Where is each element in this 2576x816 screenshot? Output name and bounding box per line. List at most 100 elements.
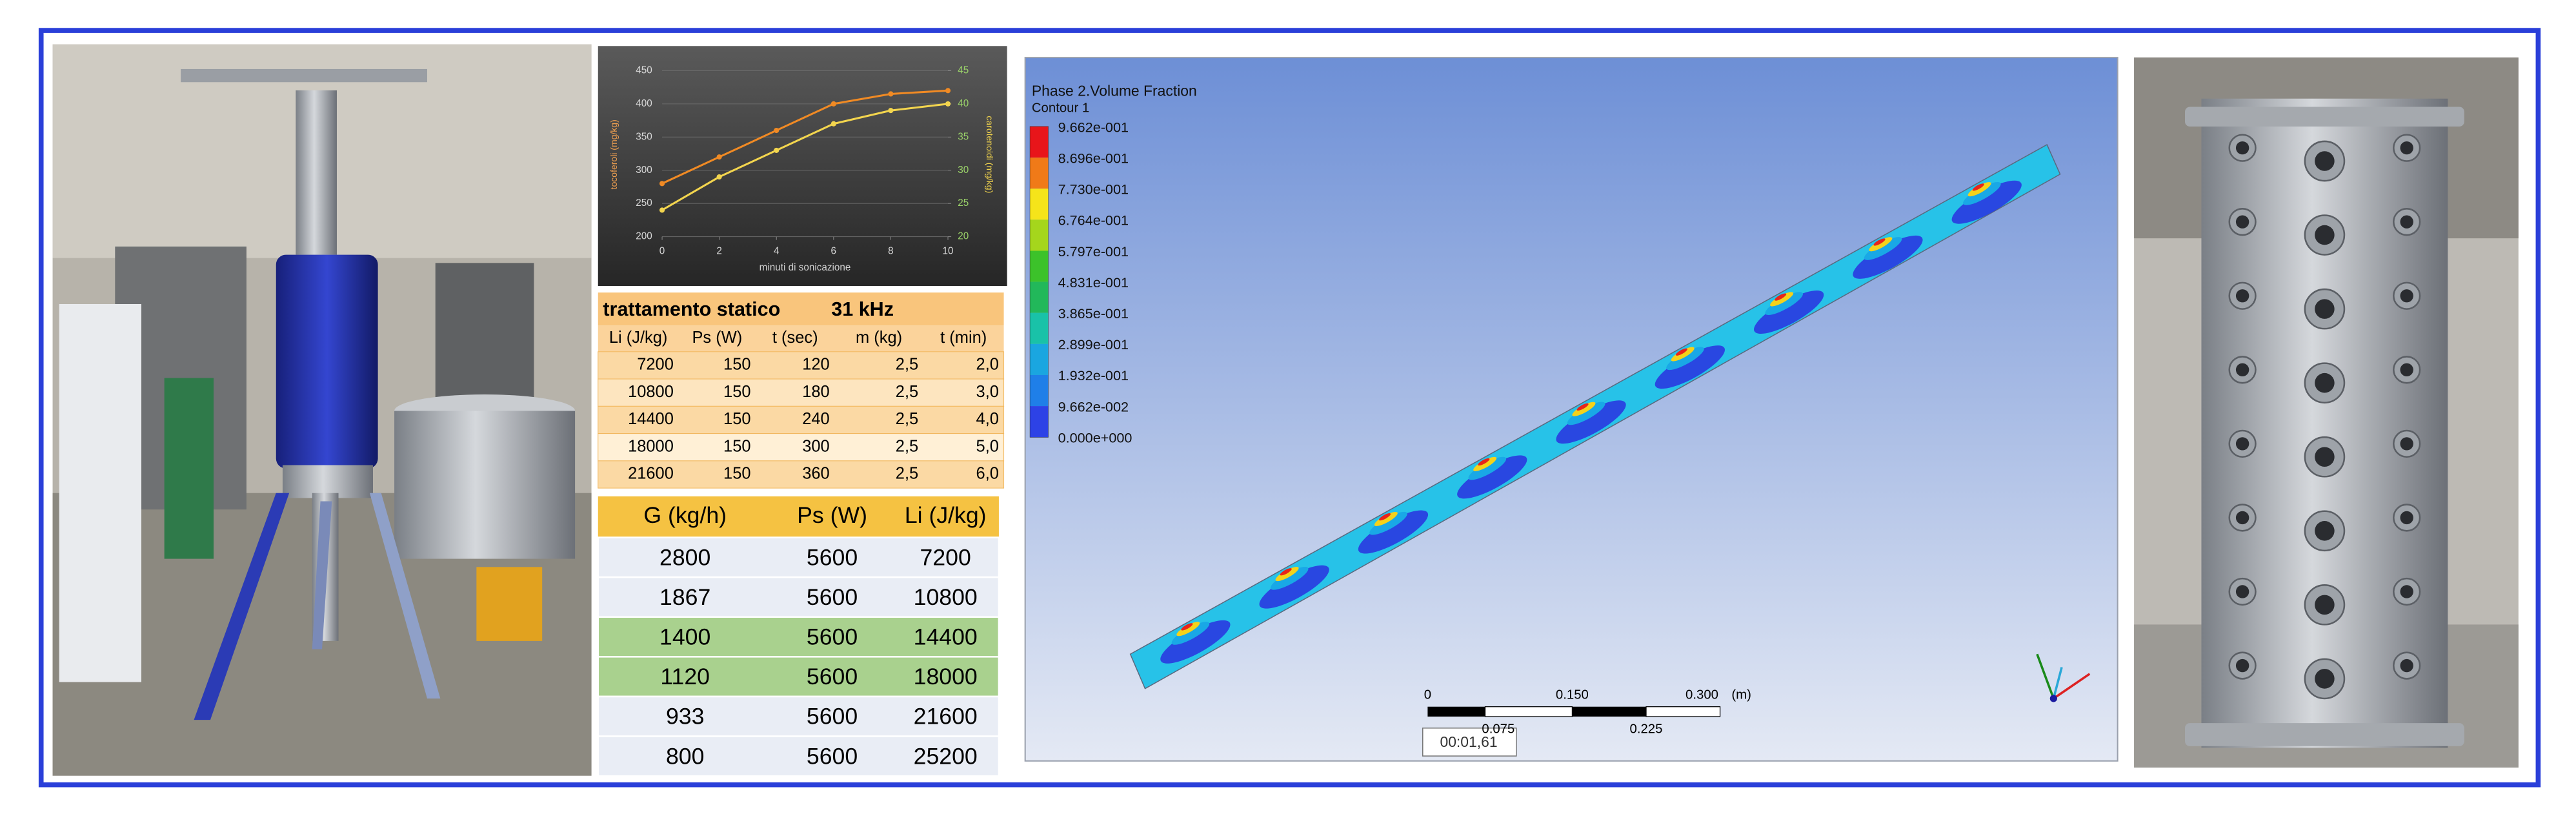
contour-mid [1765, 292, 1804, 315]
y2-axis-label: carotenoidi (mg/kg) [985, 116, 995, 193]
y-tick-label: 400 [636, 98, 652, 109]
contour-peak [1873, 238, 1886, 246]
table-header-cell: G (kg/h) [643, 502, 727, 528]
table-cell: 2,0 [976, 356, 999, 374]
table-cell: 300 [802, 437, 829, 455]
data-point [774, 127, 780, 134]
y-tick-label: 450 [636, 65, 652, 76]
table-row [598, 433, 1005, 462]
contour-patch [1556, 400, 1626, 444]
contour-top [1572, 402, 1596, 416]
table-cell: 933 [666, 704, 704, 729]
series-line [661, 103, 949, 211]
colorbar-label: 4.831e-001 [1058, 274, 1129, 291]
table-row [597, 656, 1000, 698]
knob [2400, 585, 2413, 598]
table-cell: 2,5 [896, 410, 918, 428]
table-cell: 7200 [637, 356, 674, 374]
knob [2315, 151, 2335, 171]
data-point [830, 101, 836, 107]
contour-top [1671, 347, 1695, 362]
contour-top [1374, 511, 1398, 527]
contour-blue [1358, 510, 1429, 554]
contour-blue [1457, 455, 1527, 499]
data-point [945, 88, 951, 94]
colorbar-band [1030, 406, 1049, 438]
colorbar-band [1030, 374, 1049, 407]
y2-tick-label: 20 [958, 231, 969, 242]
scale-label: 0.225 [1630, 722, 1663, 737]
contour-mid [1369, 511, 1407, 535]
contour-mid [1468, 456, 1507, 480]
y2-tick-label: 45 [958, 65, 969, 76]
colorbar-label: 8.696e-001 [1058, 150, 1129, 166]
y2-tick-label: 30 [958, 165, 969, 176]
knob [2400, 437, 2413, 451]
knob [2235, 141, 2249, 155]
y-tick-label: 350 [636, 131, 652, 142]
y2-tick-label: 35 [958, 131, 969, 142]
table-cell: 5600 [807, 544, 858, 570]
scale-label: (m) [1731, 688, 1751, 702]
contour-patch [1259, 565, 1329, 609]
table-flow: G (kg/h) Ps (W) Li (J/kg) 2800 5600 7200 1867 5… [597, 496, 1000, 777]
y2-tick-label: 40 [958, 98, 969, 109]
knob [2315, 595, 2335, 615]
table-cell: 120 [802, 356, 829, 374]
data-point [945, 101, 951, 107]
table-static: Li (J/kg) Ps (W) t (sec) m (kg) t (min) 7200 1… [598, 325, 1005, 489]
table-cell: 5600 [807, 624, 858, 649]
table-cell: 5600 [807, 704, 858, 729]
table-cell: 5600 [807, 743, 858, 769]
table-frequency: 31 kHz [831, 298, 894, 320]
table-cell: 1120 [660, 664, 710, 689]
table-cell: 21600 [628, 465, 674, 483]
timer: 00:01,61 [1440, 733, 1497, 750]
scale-label: 0 [1424, 688, 1431, 702]
table-header-cell: t (min) [940, 329, 987, 347]
contour-mid [1864, 237, 1902, 260]
table-header-cell: Ps (W) [797, 502, 867, 528]
table-title-row [598, 292, 1004, 326]
table-header-cell: Ps (W) [692, 329, 742, 347]
contour-top [1473, 456, 1497, 471]
contour-mid [1171, 622, 1210, 645]
knob [2400, 511, 2413, 525]
contour-patch [1951, 180, 2022, 224]
table-cell: 2,5 [896, 437, 918, 455]
y2-tick-label: 25 [958, 198, 969, 209]
contour-blue [1259, 565, 1329, 609]
knob [2235, 215, 2249, 229]
knob [2235, 289, 2249, 303]
contour-blue [1556, 400, 1626, 444]
contour-patch [1853, 235, 1923, 279]
table-row [597, 616, 1000, 658]
data-point [888, 91, 894, 97]
data-point [830, 121, 836, 127]
table-header-cell: Li (J/kg) [905, 502, 987, 528]
table-row [598, 460, 1005, 489]
photo-reactor [2134, 57, 2519, 768]
colorbar-label: 9.662e-002 [1058, 398, 1129, 414]
data-point [716, 154, 722, 160]
table-cell: 18000 [628, 437, 674, 455]
table-header-cell: m (kg) [856, 329, 902, 347]
table-row [597, 695, 1000, 737]
data-point [774, 147, 780, 153]
table-cell: 10800 [914, 584, 978, 610]
colorbar-label: 5.797e-001 [1058, 243, 1129, 260]
table-cell: 2800 [659, 544, 710, 570]
contour-peak [1181, 623, 1193, 631]
colorbar-band [1030, 281, 1049, 313]
contour-blue [1951, 180, 2022, 224]
contour-mid [1567, 402, 1605, 425]
contour-top [1869, 237, 1893, 252]
table-row [598, 351, 1005, 380]
table-cell: 18000 [914, 664, 978, 689]
contour-peak [1576, 403, 1589, 411]
knob [2400, 141, 2413, 155]
contour-peak [1378, 513, 1391, 521]
colorbar-band [1030, 158, 1049, 189]
table-cell: 360 [802, 465, 829, 483]
